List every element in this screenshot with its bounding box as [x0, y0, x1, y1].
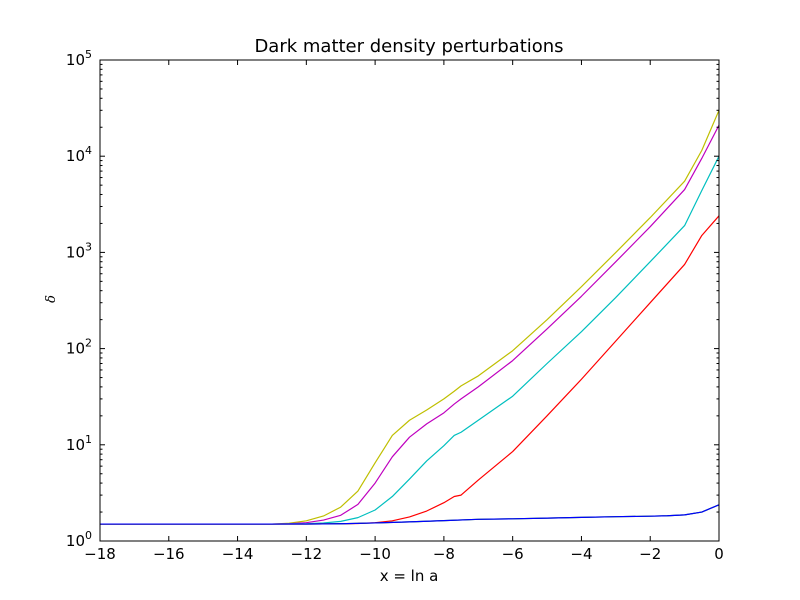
y-tick-label: 101	[66, 433, 92, 454]
x-tick-label: −2	[639, 545, 661, 563]
x-axis-ticks: −18 −16 −14 −12 −10 −8 −6 −4 −2 0	[84, 60, 724, 563]
x-tick-label: 0	[714, 545, 724, 563]
chart-title: Dark matter density perturbations	[254, 36, 563, 57]
x-tick-label: −4	[570, 545, 592, 563]
y-tick-label: 100	[66, 529, 92, 550]
series-line-3	[100, 155, 720, 525]
y-tick-label: 105	[66, 48, 92, 69]
x-tick-label: −18	[84, 545, 116, 563]
x-axis-label: x = ln a	[380, 567, 439, 585]
y-axis-label: δ	[44, 295, 59, 303]
y-tick-label: 102	[66, 337, 92, 358]
series-line-1	[100, 110, 720, 525]
series-line-6	[100, 504, 720, 525]
y-tick-label: 103	[66, 240, 92, 261]
x-tick-label: −14	[222, 545, 254, 563]
series-layer	[100, 110, 720, 525]
x-tick-label: −16	[153, 545, 185, 563]
series-line-2	[100, 124, 720, 525]
x-tick-label: −8	[433, 545, 455, 563]
x-tick-label: −6	[502, 545, 524, 563]
x-tick-label: −10	[359, 545, 391, 563]
y-tick-label: 104	[66, 144, 92, 165]
x-tick-label: −12	[291, 545, 323, 563]
plot-frame	[99, 59, 720, 542]
y-axis-ticks: 100 101 102 103 104 105	[66, 48, 719, 550]
